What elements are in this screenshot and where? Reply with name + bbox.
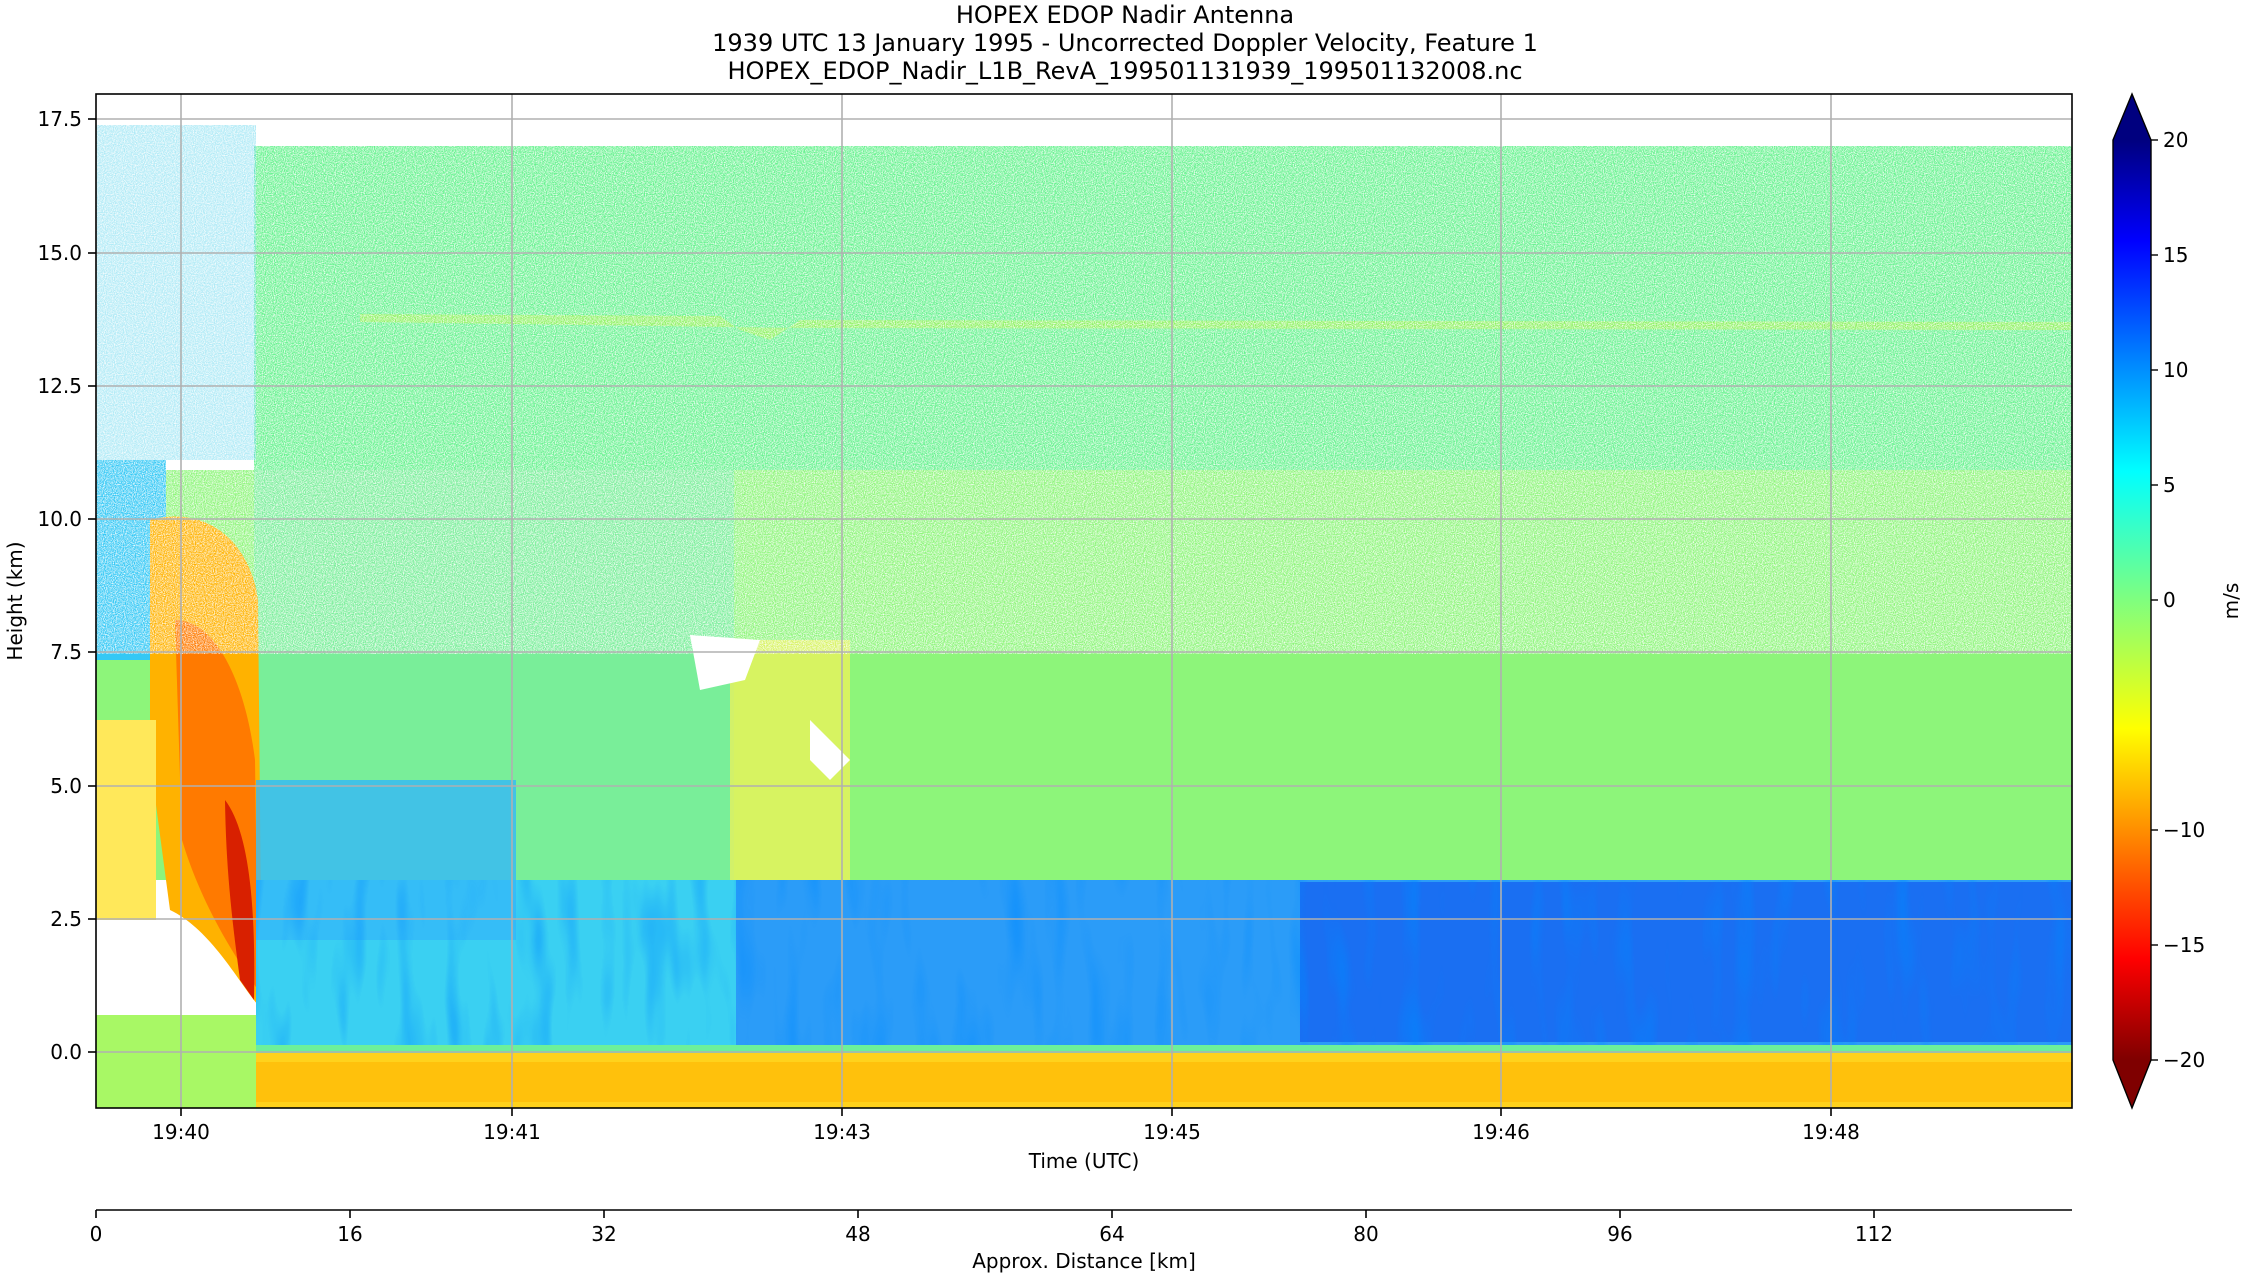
distance-axis: 0 16 32 48 64 80 96 112 — [90, 1209, 2072, 1246]
x-tick-label: 19:40 — [152, 1120, 210, 1144]
x-axis: 19:40 19:41 19:43 19:45 19:46 19:48 — [152, 1108, 1860, 1144]
colorbar-tick-label: 10 — [2163, 358, 2188, 382]
y-tick-label: 0.0 — [50, 1040, 82, 1064]
distance-tick-label: 112 — [1855, 1222, 1893, 1246]
y-tick-label: 7.5 — [50, 640, 82, 664]
x-tick-label: 19:43 — [813, 1120, 871, 1144]
colorbar: 20 15 10 5 0 −10 −15 −20 m/s — [2112, 92, 2243, 1110]
colorbar-tick-label: 20 — [2163, 128, 2188, 152]
gridlines — [96, 94, 2072, 1108]
colorbar-tick-label: −15 — [2163, 933, 2205, 957]
distance-axis-label: Approx. Distance [km] — [972, 1249, 1196, 1273]
distance-tick-label: 80 — [1353, 1222, 1378, 1246]
y-tick-label: 2.5 — [50, 907, 82, 931]
chart-title: HOPEX EDOP Nadir Antenna — [955, 1, 1295, 29]
y-tick-label: 10.0 — [37, 507, 82, 531]
colorbar-gradient — [2113, 140, 2151, 1060]
chart-filename: HOPEX_EDOP_Nadir_L1B_RevA_199501131939_1… — [727, 57, 1523, 85]
distance-tick-label: 16 — [337, 1222, 362, 1246]
y-axis: 0.0 2.5 5.0 7.5 10.0 12.5 15.0 17.5 — [37, 107, 96, 1064]
y-axis-label: Height (km) — [3, 541, 27, 660]
colorbar-extend-bottom — [2113, 1060, 2151, 1108]
colorbar-label: m/s — [2219, 583, 2243, 620]
colorbar-extend-top — [2113, 94, 2151, 140]
distance-tick-label: 64 — [1099, 1222, 1124, 1246]
y-tick-label: 17.5 — [37, 107, 82, 131]
distance-tick-label: 48 — [845, 1222, 870, 1246]
x-tick-label: 19:46 — [1472, 1120, 1530, 1144]
distance-tick-label: 0 — [90, 1222, 103, 1246]
x-axis-label: Time (UTC) — [1028, 1149, 1140, 1173]
plot-frame — [95, 93, 2073, 1109]
doppler-velocity-heatmap — [96, 94, 2072, 1108]
colorbar-tick-label: −20 — [2163, 1048, 2205, 1072]
colorbar-tick-label: 5 — [2163, 473, 2176, 497]
colorbar-tick-label: 0 — [2163, 588, 2176, 612]
x-tick-label: 19:45 — [1143, 1120, 1201, 1144]
y-tick-label: 12.5 — [37, 374, 82, 398]
y-tick-label: 5.0 — [50, 774, 82, 798]
distance-tick-label: 32 — [591, 1222, 616, 1246]
distance-tick-label: 96 — [1607, 1222, 1632, 1246]
chart-subtitle: 1939 UTC 13 January 1995 - Uncorrected D… — [712, 29, 1538, 57]
x-tick-label: 19:41 — [483, 1120, 541, 1144]
colorbar-tick-label: 15 — [2163, 243, 2188, 267]
x-tick-label: 19:48 — [1802, 1120, 1860, 1144]
colorbar-tick-label: −10 — [2163, 818, 2205, 842]
y-tick-label: 15.0 — [37, 241, 82, 265]
